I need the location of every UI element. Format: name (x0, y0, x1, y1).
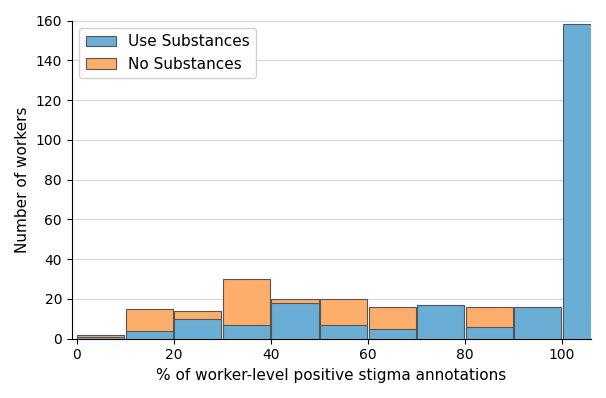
Bar (562, 25, 606, 339)
Bar (465, 307, 513, 339)
Bar (320, 299, 367, 339)
Bar (417, 305, 464, 339)
Bar (562, 323, 606, 339)
Bar (126, 309, 173, 339)
X-axis label: % of worker-level positive stigma annotations: % of worker-level positive stigma annota… (156, 368, 507, 383)
Bar (175, 319, 221, 339)
Bar (175, 311, 221, 339)
Bar (417, 323, 464, 339)
Bar (368, 329, 416, 339)
Bar (126, 331, 173, 339)
Bar (78, 335, 124, 339)
Bar (271, 299, 319, 339)
Bar (320, 325, 367, 339)
Bar (465, 327, 513, 339)
Bar (271, 303, 319, 339)
Bar (223, 279, 270, 339)
Bar (223, 325, 270, 339)
Legend: Use Substances, No Substances: Use Substances, No Substances (79, 28, 256, 78)
Bar (514, 307, 561, 339)
Y-axis label: Number of workers: Number of workers (15, 106, 30, 253)
Bar (514, 313, 561, 339)
Bar (368, 307, 416, 339)
Bar (78, 337, 124, 339)
